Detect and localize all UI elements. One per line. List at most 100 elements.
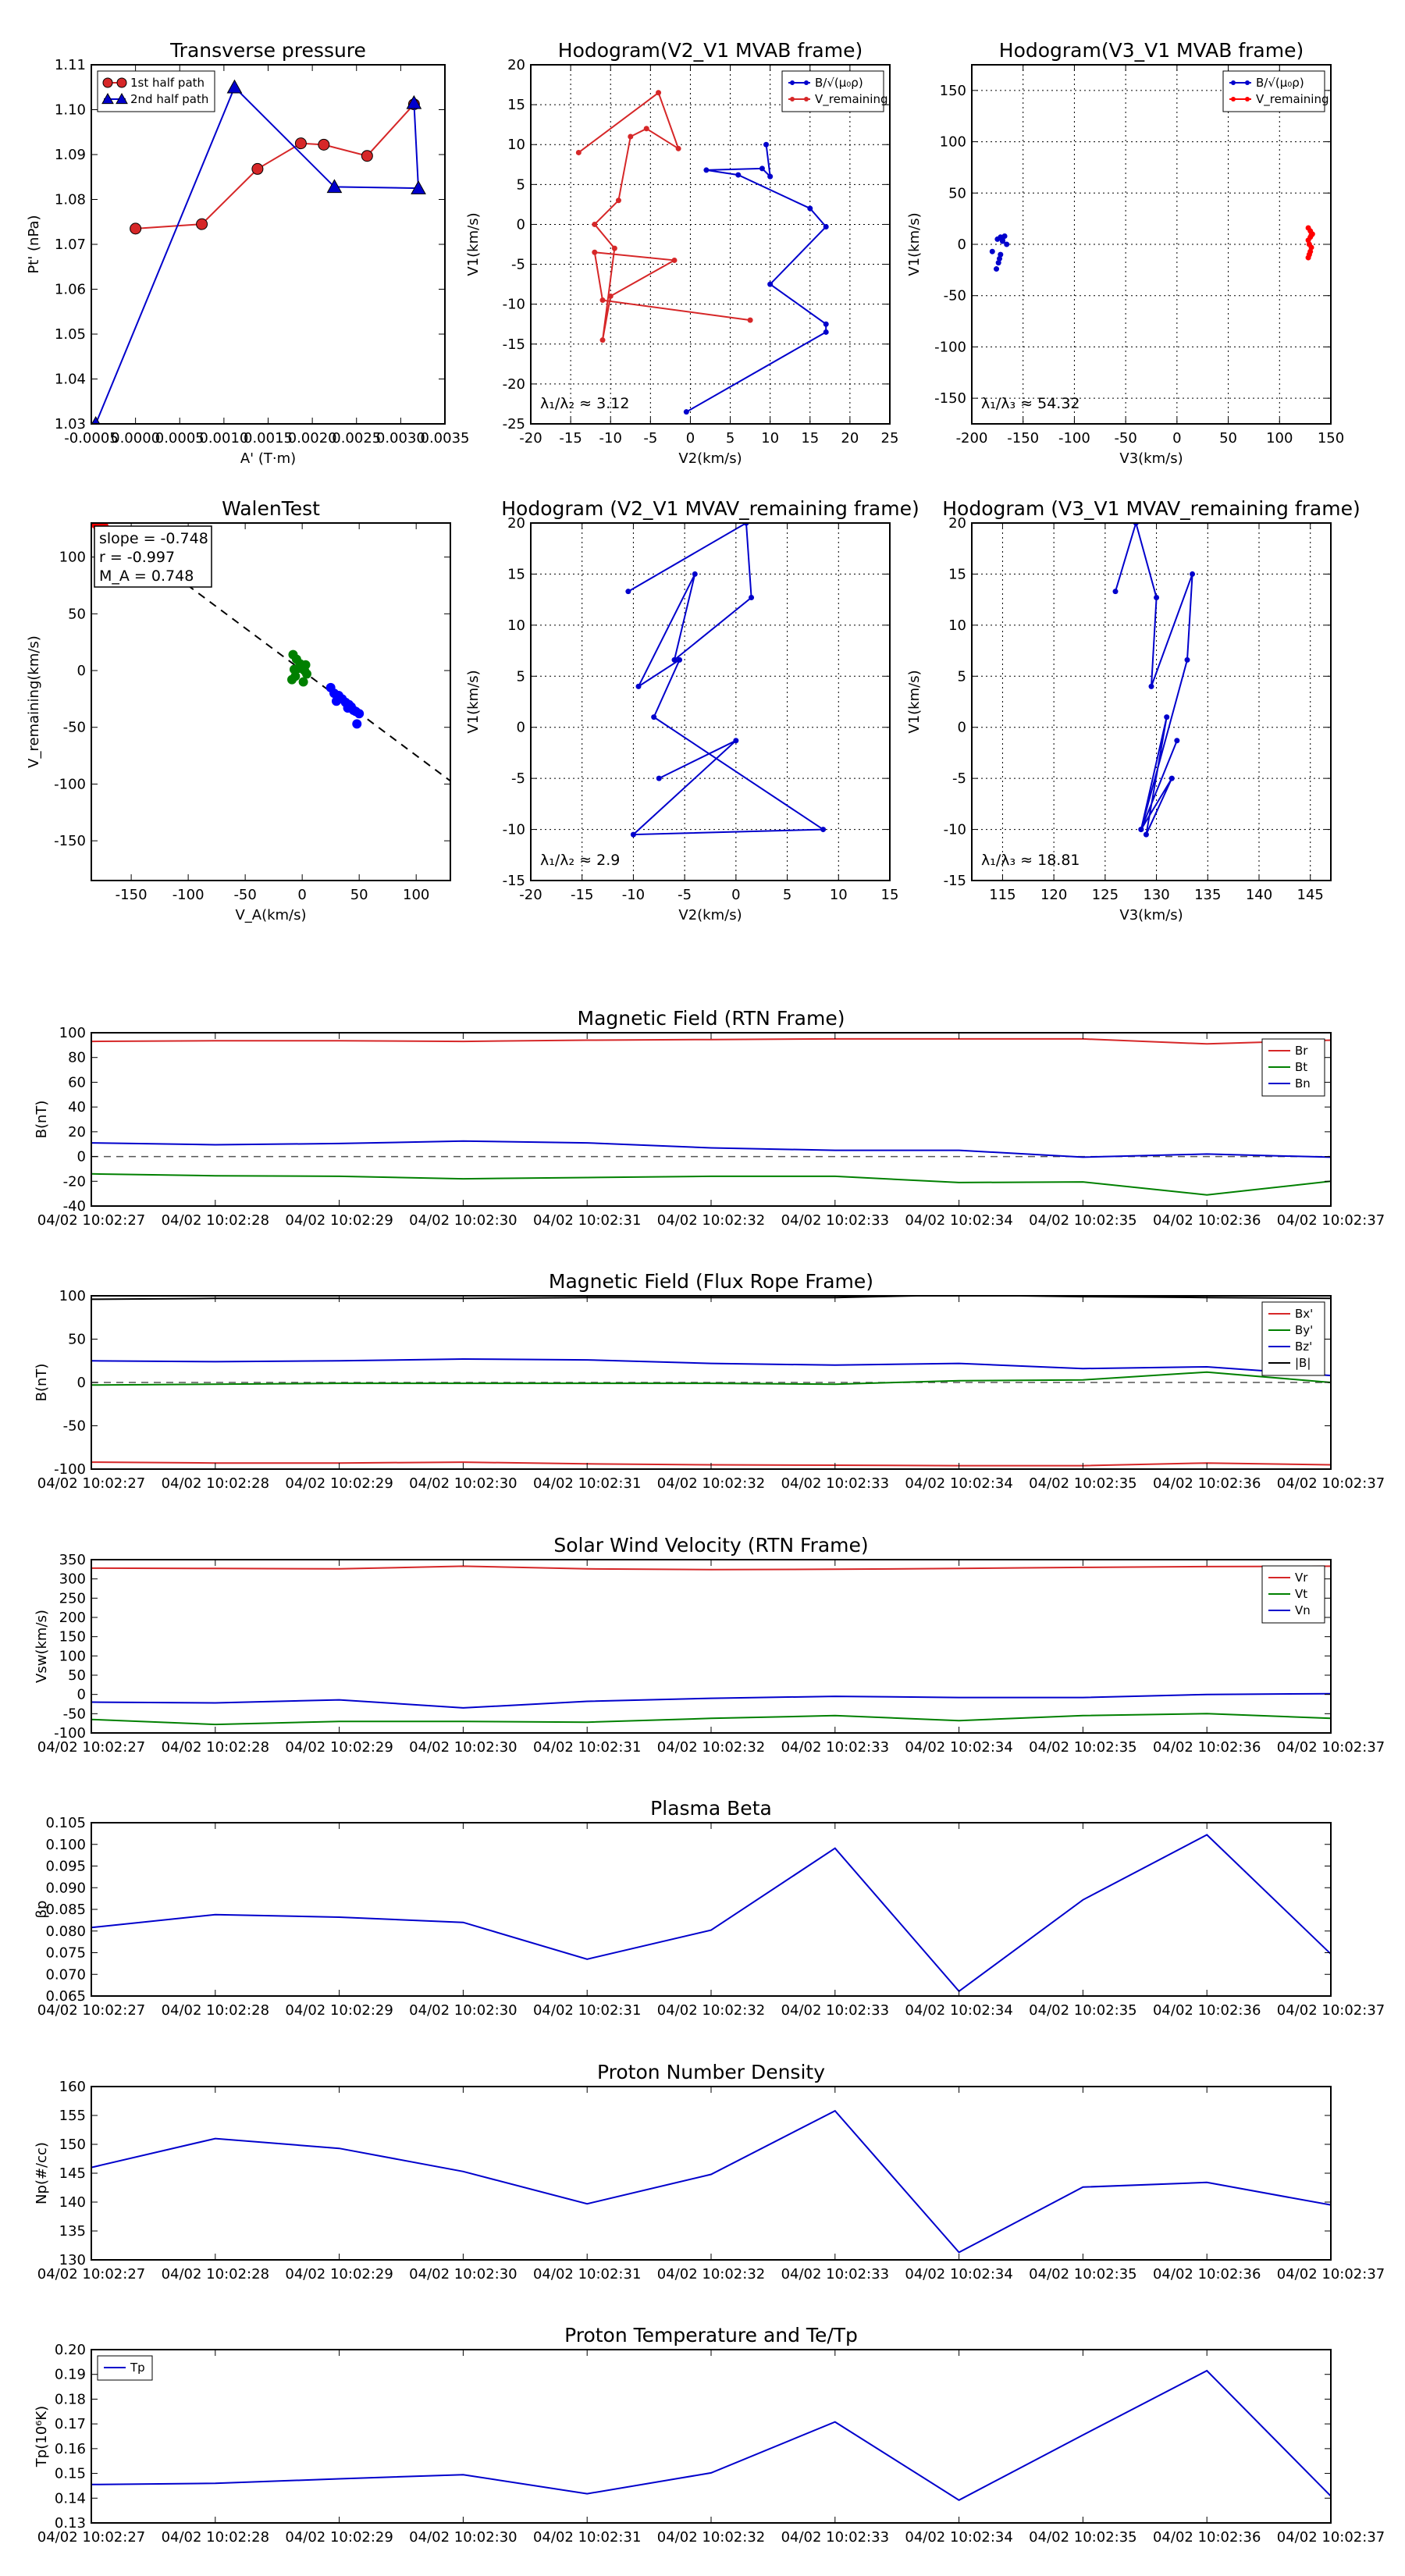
- series-line-proton_temperature-0: [91, 2369, 1331, 2501]
- legend-label-7-3: |B|: [1295, 1356, 1311, 1370]
- xtick-label-9-6: 04/02 10:02:33: [781, 2002, 889, 2019]
- axes-frame-hodogram_v3_v1_mvav: [971, 522, 1332, 881]
- plot-area-magnetic_field_flux_rope: [91, 1296, 1331, 1467]
- xtick-label-9-0: 04/02 10:02:27: [37, 2002, 145, 2019]
- xtick-label-7-4: 04/02 10:02:31: [533, 1475, 641, 1492]
- legend-label-6-2: Bn: [1295, 1076, 1311, 1091]
- ytick-label-2-5: 100: [940, 134, 966, 151]
- point-5-0-3: [1148, 683, 1154, 689]
- point-4-0-0: [625, 589, 631, 595]
- ytick-label-4-2: -5: [511, 770, 525, 787]
- ytick-label-0-2: 1.05: [55, 326, 86, 343]
- point-3-1-9: [298, 677, 308, 687]
- point-4-0-8: [820, 827, 827, 833]
- chart-hodogram_v2_v1_mvav: Hodogram (V2_V1 MVAV_remaining frame) -20…: [465, 497, 919, 923]
- ytick-label-1-3: -10: [503, 297, 525, 313]
- point-3-2-9: [354, 709, 365, 719]
- chart-magnetic_field_flux_rope: Magnetic Field (Flux Rope Frame) 04/02 10…: [34, 1270, 1385, 1492]
- xtick-label-10-0: 04/02 10:02:27: [37, 2266, 145, 2282]
- xtick-label-0-1: 0.0000: [111, 430, 160, 447]
- point-0-1-4: [406, 94, 422, 109]
- ytick-label-6-3: 20: [68, 1124, 86, 1140]
- xtick-label-3-5: 100: [403, 887, 429, 903]
- point-1-1-12: [599, 297, 606, 304]
- point-0-0-5: [361, 150, 373, 162]
- xtick-label-9-3: 04/02 10:02:30: [409, 2002, 517, 2019]
- xtick-label-6-3: 04/02 10:02:30: [409, 1212, 517, 1229]
- xtick-label-11-3: 04/02 10:02:30: [409, 2529, 517, 2546]
- point-2-1-9: [1305, 254, 1311, 261]
- xtick-label-0-2: 0.0005: [155, 430, 205, 447]
- point-0-0-4: [318, 138, 330, 151]
- point-1-1-9: [607, 293, 614, 299]
- annotation-line-3-2: M_A = 0.748: [99, 568, 194, 585]
- ytick-label-6-5: 60: [68, 1074, 86, 1091]
- ytick-label-2-2: -50: [944, 288, 966, 304]
- ytick-label-11-6: 0.19: [55, 2367, 86, 2383]
- point-1-0-3: [703, 167, 710, 173]
- xtick-label-10-10: 04/02 10:02:37: [1277, 2266, 1385, 2282]
- legend-label-7-1: By': [1295, 1323, 1313, 1337]
- ytick-label-8-8: 300: [59, 1571, 86, 1588]
- legend-label-1-1: V_remaining: [815, 92, 888, 107]
- xtick-label-7-1: 04/02 10:02:28: [162, 1475, 269, 1492]
- y-axis-label-magnetic_field_rtn: B(nT): [34, 1101, 50, 1139]
- ytick-label-5-2: -5: [952, 770, 966, 787]
- y-axis-label-magnetic_field_flux_rope: B(nT): [34, 1364, 50, 1402]
- chart-plasma_beta: Plasma Beta 04/02 10:02:27 04/02 10:02:28 0…: [34, 1797, 1385, 2019]
- xtick-label-2-4: 0: [1172, 430, 1181, 447]
- series-line-magnetic_field_rtn-1: [91, 1172, 1331, 1196]
- ytick-label-0-1: 1.04: [55, 372, 86, 388]
- ytick-label-1-2: -15: [503, 336, 525, 353]
- x-axis-label-walen_test: V_A(km/s): [235, 907, 306, 923]
- point-1-1-1: [656, 90, 662, 96]
- legend-box-0: [97, 70, 215, 112]
- point-2-0-9: [994, 266, 1000, 272]
- xtick-label-6-8: 04/02 10:02:35: [1029, 1212, 1136, 1229]
- point-5-0-7: [1168, 775, 1175, 781]
- xtick-label-7-2: 04/02 10:02:29: [285, 1475, 393, 1492]
- legend-marker-1-1: [790, 97, 795, 101]
- legend-marker-2-1b: [1245, 97, 1250, 101]
- ytick-label-7-0: -100: [54, 1461, 86, 1478]
- chart-hodogram_v3_v1_mvav: Hodogram (V3_V1 MVAV_remaining frame) 115…: [906, 497, 1361, 923]
- xtick-label-4-0: -20: [519, 887, 542, 903]
- point-0-1-3: [411, 180, 426, 194]
- point-5-0-5: [1184, 656, 1190, 663]
- point-2-1-4: [1305, 237, 1311, 244]
- xtick-label-8-6: 04/02 10:02:33: [781, 1739, 889, 1756]
- x-axis-label-hodogram_v2_v1_mvab: V2(km/s): [678, 450, 742, 467]
- xtick-label-7-5: 04/02 10:02:32: [657, 1475, 765, 1492]
- xtick-label-11-10: 04/02 10:02:37: [1277, 2529, 1385, 2546]
- ytick-label-8-7: 250: [59, 1590, 86, 1606]
- point-3-1-10: [301, 660, 311, 670]
- xtick-label-0-5: 0.0020: [288, 430, 337, 447]
- ytick-label-2-4: 50: [948, 185, 966, 201]
- ytick-label-0-6: 1.09: [55, 147, 86, 163]
- xtick-label-11-9: 04/02 10:02:36: [1153, 2529, 1261, 2546]
- point-1-1-6: [592, 221, 598, 227]
- axes-frame-hodogram_v2_v1_mvav: [530, 522, 891, 881]
- xtick-label-6-2: 04/02 10:02:29: [285, 1212, 393, 1229]
- xtick-label-4-1: -15: [571, 887, 593, 903]
- point-0-leg1-0: [101, 92, 114, 105]
- series-line-hodogram_v2_v1_mvav-0: [628, 523, 826, 836]
- xtick-label-11-2: 04/02 10:02:29: [285, 2529, 393, 2546]
- legend-box-2: [1222, 70, 1325, 112]
- annotation-hodogram_v3_v1_mvab: λ₁/λ₃ ≈ 54.32: [981, 395, 1080, 412]
- series-line-proton_number_density-0: [91, 2109, 1331, 2254]
- series-line-solar_wind_velocity-1: [91, 1713, 1331, 1726]
- xtick-label-3-2: -50: [233, 887, 256, 903]
- y-axis-label-hodogram_v3_v1_mvav: V1(km/s): [906, 670, 923, 733]
- point-1-0-6: [823, 224, 829, 230]
- xtick-label-10-8: 04/02 10:02:35: [1029, 2266, 1136, 2282]
- xtick-label-0-8: 0.0035: [421, 430, 470, 447]
- legend-marker-1-0: [790, 80, 795, 85]
- xtick-label-8-5: 04/02 10:02:32: [657, 1739, 765, 1756]
- series-line-solar_wind_velocity-0: [91, 1565, 1331, 1571]
- legend-label-2-1: V_remaining: [1256, 92, 1329, 107]
- chart-title-plasma_beta: Plasma Beta: [650, 1797, 772, 1820]
- point-2-0-2: [1001, 233, 1008, 239]
- ytick-label-8-1: -50: [63, 1706, 86, 1722]
- ytick-label-8-2: 0: [77, 1687, 86, 1703]
